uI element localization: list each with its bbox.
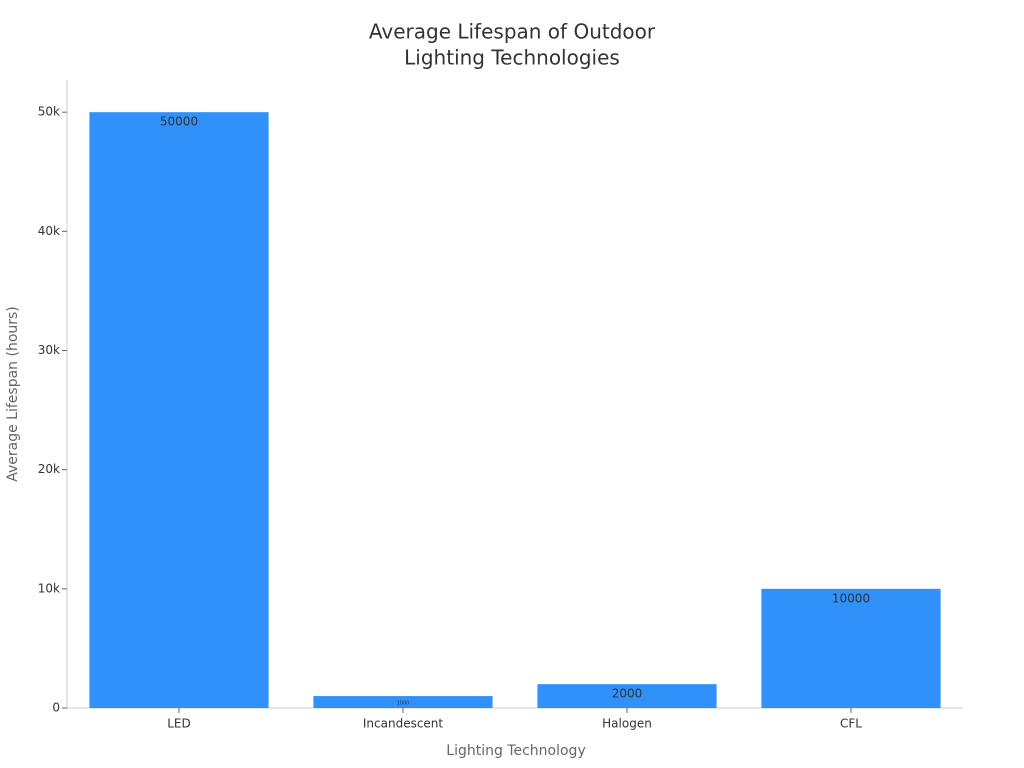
x-tick-label: Incandescent — [363, 717, 444, 731]
y-tick-label: 40k — [38, 224, 60, 238]
value-label: 2000 — [612, 687, 643, 701]
y-tick-label: 0 — [52, 701, 60, 715]
bar — [313, 696, 493, 708]
bar — [761, 588, 941, 708]
y-tick-label: 50k — [38, 105, 60, 119]
chart-title: Average Lifespan of Outdoor — [369, 20, 656, 44]
value-label: 10000 — [832, 591, 870, 605]
value-label: 1000 — [397, 701, 410, 707]
x-tick-label: Halogen — [602, 717, 652, 731]
x-tick-label: CFL — [840, 717, 862, 731]
y-tick-label: 20k — [38, 462, 60, 476]
value-label: 50000 — [160, 115, 198, 129]
x-tick-label: LED — [167, 717, 191, 731]
y-axis-label: Average Lifespan (hours) — [5, 306, 21, 482]
x-axis-label: Lighting Technology — [446, 743, 585, 759]
bar — [537, 684, 717, 708]
bar — [89, 112, 269, 709]
y-tick-label: 10k — [38, 581, 60, 595]
chart-title: Lighting Technologies — [404, 46, 620, 70]
y-tick-label: 30k — [38, 343, 60, 357]
